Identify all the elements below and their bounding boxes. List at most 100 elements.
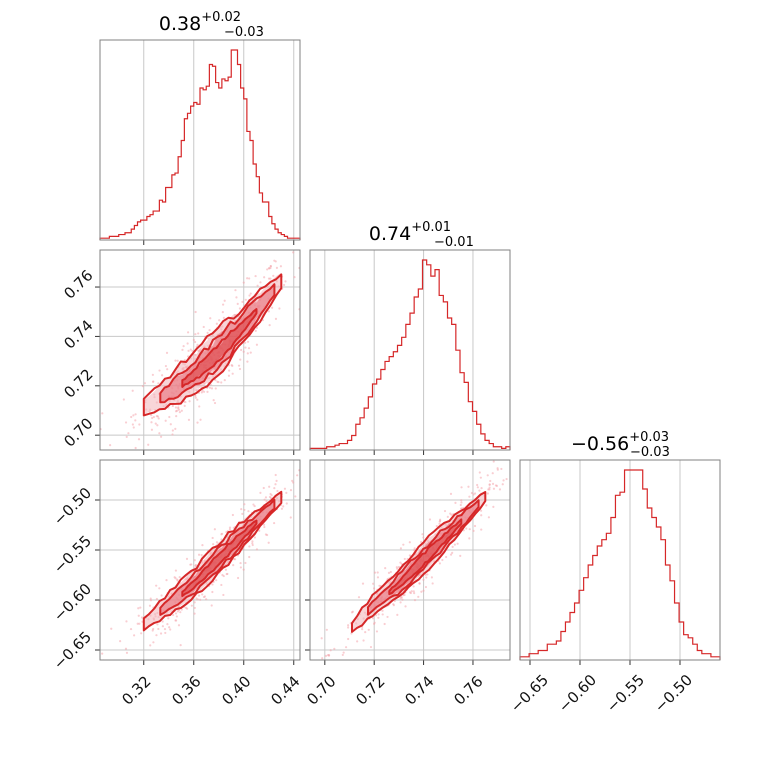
sample-point [210,387,214,390]
sample-point [420,590,423,593]
sample-point [247,347,251,350]
sample-point [460,499,463,502]
sample-point [172,613,175,617]
sample-point [174,406,178,409]
sample-point [193,606,196,610]
sample-point [361,628,364,631]
sample-point [449,492,453,495]
sample-point [267,541,270,544]
sample-point [268,485,271,488]
sample-point [160,594,163,597]
sample-point [149,597,152,600]
xtick-col1-1: 0.72 [352,672,388,708]
sample-point [218,319,221,322]
sample-point [364,631,367,634]
sample-point [163,627,167,631]
sample-point [222,574,225,578]
panel-frame [519,459,721,661]
contour-line-mid [159,283,276,404]
sample-point [276,489,279,493]
sample-point [215,322,218,325]
contour-line-inner [181,308,258,388]
sample-point [421,533,424,536]
sample-point [454,501,457,504]
sample-point [101,412,104,415]
hist-panel-param-2 [519,459,721,665]
sample-point [202,390,206,393]
sample-point [237,364,241,367]
sample-point [267,310,270,313]
sample-point [223,299,226,302]
ytick-row2-2: −0.55 [50,532,95,577]
sample-point [119,640,122,643]
sample-point [174,612,178,615]
xtick-col2-0: −0.65 [507,671,552,716]
sample-point [468,528,471,531]
sample-point [220,532,224,535]
sample-point [227,374,231,377]
sample-point [367,628,370,631]
sample-point [329,649,332,652]
sample-point [473,492,477,495]
sample-point [467,485,470,488]
sample-point [164,364,168,368]
sample-point [238,367,242,371]
sample-point [157,382,160,385]
xtick-col2-1: −0.60 [555,671,600,716]
sample-point [251,540,254,543]
sample-point [125,620,128,623]
sample-point [271,306,274,309]
sample-point [151,416,154,420]
sample-point [194,396,197,399]
contour-line-mid [367,499,480,616]
sample-point [228,526,232,529]
sample-point [404,605,407,608]
sample-point [383,622,386,626]
contour-fill-inner [182,308,257,386]
sample-point [130,415,133,419]
sample-point [479,476,482,479]
sample-point [225,572,228,576]
sample-point [264,496,268,499]
sample-point [283,487,287,490]
ytick-row2-3: −0.50 [50,484,95,529]
sample-point [197,332,200,335]
title-param-1: 0.74+0.01 [369,220,451,245]
sample-point [203,595,207,598]
contour-line-inner [388,518,463,596]
xtick-col0-1: 0.36 [168,672,204,708]
sample-point [479,509,483,512]
sample-point [450,513,453,516]
sample-point [181,348,184,351]
sample-point [232,564,235,567]
sample-point [412,590,415,593]
sample-point [445,555,448,559]
sample-point [241,512,244,515]
sample-point [109,443,112,447]
sample-point [516,468,518,470]
sample-point [134,419,137,422]
sample-point [137,438,141,441]
sample-point [234,289,237,292]
sample-point [140,616,144,619]
contour-line-mid [159,498,276,616]
title-2-median: −0.56 [571,433,629,455]
sample-point [215,579,218,582]
sample-point [460,501,463,504]
xtick-col0-2: 0.40 [218,672,254,708]
title-param-2: −0.56+0.03 [571,430,669,455]
sample-point [139,606,142,609]
panel-frame [309,249,511,451]
panel-frame [99,249,301,451]
sample-point [284,280,287,283]
sample-point [152,627,155,631]
sample-point [169,628,172,631]
sample-point [326,664,328,666]
sample-point [214,387,217,390]
sample-point [179,611,182,614]
sample-point [274,473,277,477]
sample-point [212,399,215,402]
sample-point [386,615,389,619]
sample-point [376,571,379,574]
